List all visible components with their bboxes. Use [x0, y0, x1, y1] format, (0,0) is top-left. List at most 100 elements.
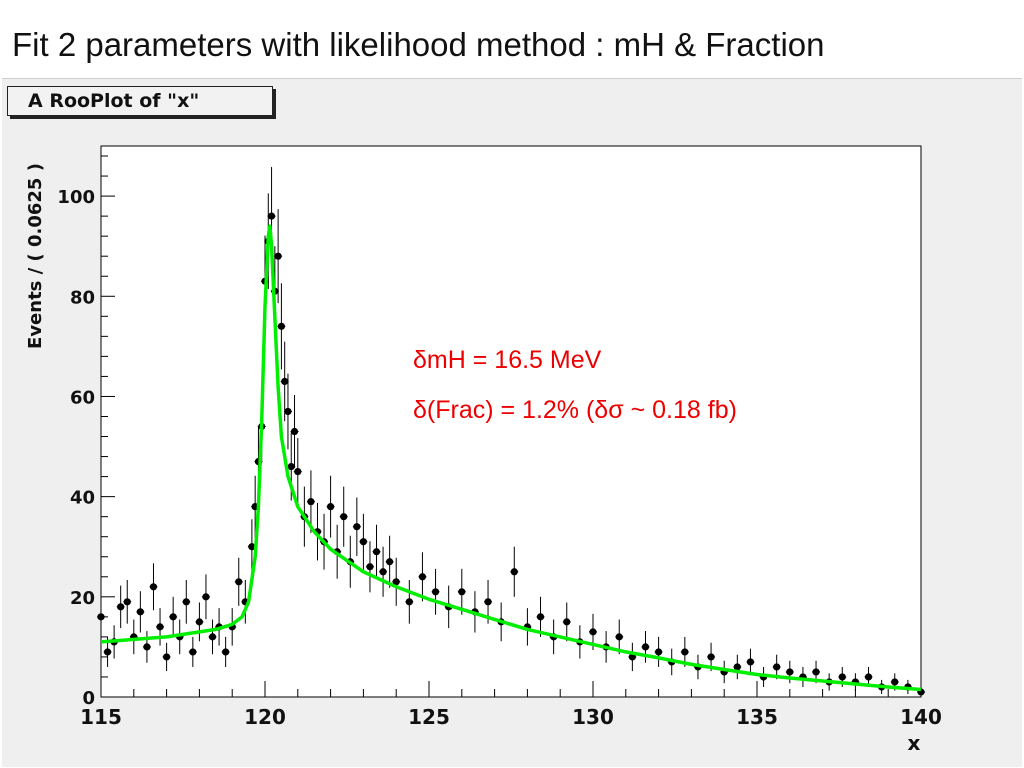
point-marker [182, 598, 190, 606]
point-marker [405, 598, 413, 606]
data-point [234, 557, 243, 606]
data-point [385, 535, 394, 588]
data-point [182, 579, 191, 624]
point-marker [307, 498, 315, 506]
point-marker [281, 377, 289, 386]
point-marker [510, 568, 518, 576]
data-point [149, 563, 158, 611]
x-tick-label: 135 [736, 705, 778, 729]
point-marker [189, 648, 197, 656]
point-marker [136, 608, 144, 616]
point-marker [248, 543, 256, 551]
point-marker [484, 598, 492, 606]
point-marker [353, 523, 361, 531]
fit-results-box: δmH = 16.5 MeV δ(Frac) = 1.2% (δσ ~ 0.18… [400, 333, 887, 445]
x-tick-label: 125 [408, 705, 450, 729]
point-marker [458, 588, 466, 596]
data-point [365, 541, 374, 593]
x-tick-label: 140 [900, 705, 942, 729]
point-marker [294, 467, 302, 476]
data-points [97, 167, 925, 697]
fit-curve [100, 224, 922, 692]
data-point [277, 283, 286, 370]
point-marker [536, 613, 545, 621]
data-point [142, 631, 151, 663]
point-marker [340, 513, 348, 521]
data-point [536, 596, 545, 637]
point-marker [163, 653, 171, 661]
point-marker [284, 407, 292, 416]
point-marker [655, 648, 663, 656]
point-marker [392, 578, 400, 586]
point-marker [431, 588, 440, 596]
data-point [116, 585, 125, 629]
point-marker [97, 613, 105, 621]
point-marker [287, 462, 295, 471]
data-point [379, 546, 388, 597]
point-marker [786, 668, 794, 676]
point-marker [418, 573, 427, 581]
data-point [359, 513, 368, 570]
data-point [123, 579, 132, 624]
point-marker [327, 503, 335, 511]
point-marker [379, 568, 387, 576]
point-marker [372, 548, 381, 556]
point-marker [103, 648, 112, 656]
data-point [247, 519, 256, 575]
data-point [457, 568, 466, 615]
point-marker [563, 618, 571, 626]
point-marker [195, 618, 203, 626]
point-marker [156, 623, 164, 631]
data-point [306, 470, 315, 533]
point-marker [123, 598, 131, 606]
data-point [162, 642, 171, 672]
x-tick-label: 115 [80, 705, 122, 729]
point-marker [812, 668, 820, 676]
x-tick-label: 120 [244, 705, 286, 729]
point-marker [117, 603, 125, 611]
point-marker [277, 322, 285, 330]
data-point [326, 475, 335, 538]
data-point [156, 608, 165, 646]
point-marker [615, 633, 623, 641]
y-tick-label: 60 [70, 387, 95, 408]
data-point [293, 437, 302, 506]
y-tick-label: 20 [70, 588, 95, 609]
data-point [339, 486, 348, 547]
point-marker [589, 628, 597, 636]
slide-title: Fit 2 parameters with likelihood method … [12, 26, 825, 63]
data-point [169, 596, 178, 637]
point-marker [891, 678, 899, 686]
data-point [221, 636, 230, 667]
fit-curve-group [100, 224, 922, 692]
point-marker [290, 427, 299, 436]
data-point [733, 654, 742, 680]
data-point [746, 648, 755, 676]
y-axis-label: Events / ( 0.0625 ) [25, 163, 46, 349]
point-marker [274, 252, 282, 260]
data-point [280, 341, 289, 422]
point-marker [733, 663, 741, 671]
point-marker [235, 578, 243, 586]
point-marker [169, 613, 177, 621]
point-marker [746, 658, 755, 666]
data-point [418, 552, 427, 602]
axes: 0 20 40 60 80 100 115 120 125 130 135 140 [57, 155, 942, 729]
data-point [283, 373, 292, 450]
y-tick-label: 40 [70, 488, 95, 509]
point-marker [641, 643, 650, 651]
data-point [641, 631, 650, 663]
point-marker [707, 653, 715, 661]
point-marker [202, 593, 210, 601]
y-tick-label: 80 [70, 287, 95, 308]
data-point [188, 636, 197, 667]
data-point [290, 395, 299, 468]
data-point [392, 557, 401, 606]
point-marker [267, 212, 276, 220]
data-point [615, 619, 624, 655]
point-marker [208, 633, 217, 641]
data-point [510, 546, 519, 597]
point-marker [149, 583, 158, 591]
data-point [274, 209, 283, 304]
data-point [405, 579, 414, 624]
